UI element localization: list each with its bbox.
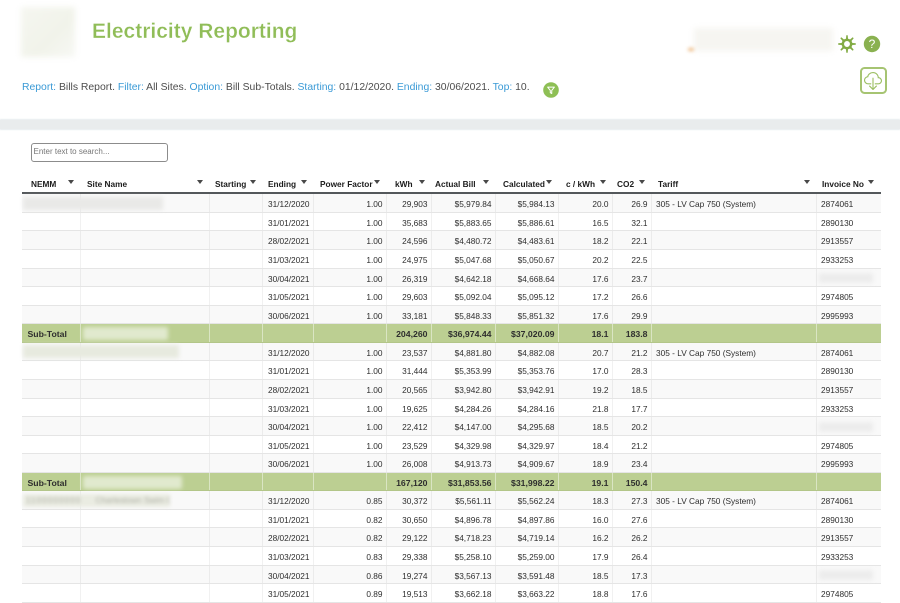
- svg-text:?: ?: [868, 37, 875, 51]
